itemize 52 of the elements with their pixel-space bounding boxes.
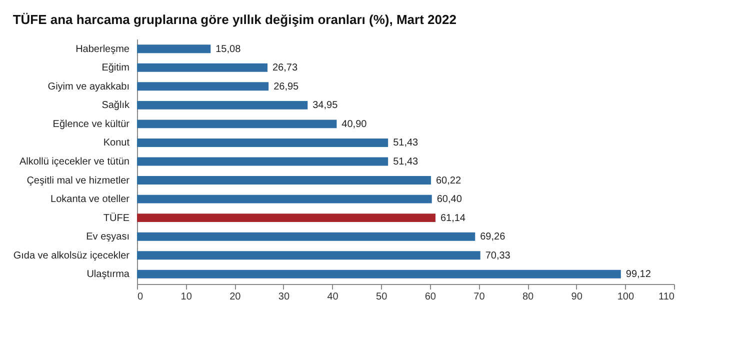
x-tick-label: 30 <box>278 292 290 302</box>
y-tick-label: Eğlence ve kültür <box>52 118 130 130</box>
data-label: 40,90 <box>342 118 368 130</box>
x-tick-label: 10 <box>180 292 192 302</box>
x-tick-label: 70 <box>474 292 486 302</box>
data-label: 70,33 <box>485 250 511 262</box>
data-label: 26,95 <box>274 81 300 92</box>
bar <box>137 251 480 260</box>
x-tick-label: 110 <box>658 292 675 302</box>
data-label: 51,43 <box>393 156 419 168</box>
y-tick-label: Konut <box>103 138 130 149</box>
data-label: 69,26 <box>480 232 506 243</box>
data-label: 15,08 <box>216 44 242 55</box>
y-tick-label: Gıda ve alkolsüz içecekler <box>13 250 130 262</box>
bar <box>137 120 337 128</box>
bar <box>137 232 476 241</box>
x-tick-label: 0 <box>138 292 144 302</box>
y-tick-label: Alkollü içecekler ve tütün <box>19 156 130 168</box>
y-tick-label: Eğitim <box>102 62 130 74</box>
data-label: 99,12 <box>626 269 652 280</box>
x-tick-label: 60 <box>424 292 436 302</box>
data-label: 51,43 <box>393 138 419 149</box>
y-tick-label: TÜFE <box>103 212 130 224</box>
x-tick-label: 100 <box>617 292 634 302</box>
bar <box>137 44 211 54</box>
bar <box>137 194 432 204</box>
bar <box>137 176 431 184</box>
data-label: 61,14 <box>440 212 466 224</box>
x-tick-label: 50 <box>376 292 388 302</box>
bar <box>137 100 308 110</box>
y-tick-label: Lokanta ve oteller <box>50 194 130 206</box>
data-label: 60,40 <box>436 194 462 206</box>
y-tick-label: Giyim ve ayakkabı <box>48 81 130 92</box>
y-tick-label: Çeşitli mal ve hizmetler <box>26 175 130 186</box>
x-tick-label: 90 <box>571 292 583 302</box>
x-tick-label: 40 <box>327 292 339 302</box>
data-label: 26,73 <box>272 62 298 74</box>
bar <box>137 214 436 222</box>
chart-title: TÜFE ana harcama gruplarına göre yıllık değişim oranları (%), Mart 2022 <box>12 12 456 27</box>
bar <box>137 138 388 147</box>
bar <box>137 82 269 91</box>
bar <box>137 157 388 166</box>
x-tick-label: 80 <box>522 292 534 302</box>
bar <box>137 270 621 278</box>
y-tick-label: Haberleşme <box>76 44 130 55</box>
y-tick-label: Ulaştırma <box>86 269 130 280</box>
y-tick-label: Sağlık <box>102 100 130 112</box>
x-tick-label: 20 <box>230 292 242 302</box>
data-label: 34,95 <box>312 100 338 112</box>
data-label: 60,22 <box>436 175 462 186</box>
bar <box>137 63 268 72</box>
y-tick-label: Ev eşyası <box>86 232 130 243</box>
